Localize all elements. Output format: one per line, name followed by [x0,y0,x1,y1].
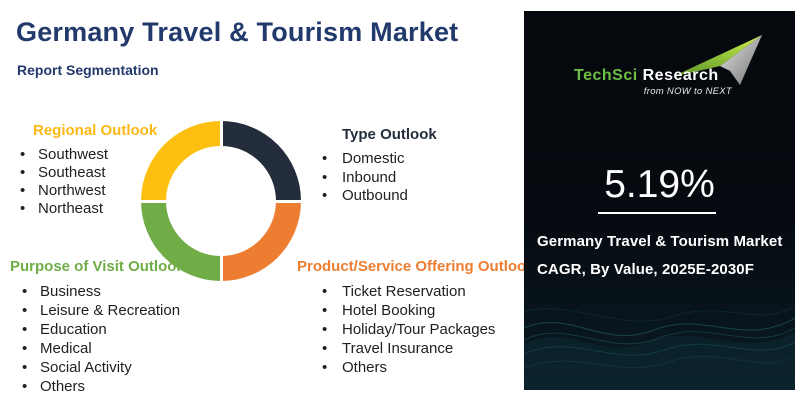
segmentation-donut-chart [139,119,303,283]
segment-item-list: Ticket Reservation Hotel Booking Holiday… [296,282,546,377]
list-item: Business [8,282,248,301]
page-title: Germany Travel & Tourism Market [16,17,459,47]
list-item: Southeast [18,164,168,182]
donut-center-hole [166,146,276,256]
logo-brand-secondary: Research [642,67,719,84]
list-item: Northeast [18,200,168,218]
segment-product-outlook: Product/Service Offering Outlook Ticket … [296,258,546,377]
list-item: Northwest [18,182,168,200]
wave-mesh-decoration [524,305,795,390]
logo-arrow-icon [672,35,762,85]
list-item: Leisure & Recreation [8,301,248,320]
segment-heading: Purpose of Visit Outlook [10,258,185,275]
segment-heading: Type Outlook [342,126,437,143]
cagr-stat-value: 5.19% [604,163,715,206]
logo-wordmark: TechSci Research [574,67,719,85]
segment-heading: Product/Service Offering Outlook [297,258,535,275]
list-item: Southwest [18,146,168,164]
segment-regional-outlook: Regional Outlook Southwest Southeast Nor… [18,122,168,218]
list-item: Social Activity [8,358,248,377]
list-item: Education [8,320,248,339]
segment-type-outlook: Type Outlook Domestic Inbound Outbound [316,126,486,206]
list-item: Domestic [316,150,486,169]
segment-heading: Regional Outlook [33,122,158,139]
techsci-research-logo: TechSci Research from NOW to NEXT [560,33,762,99]
list-item: Inbound [316,169,486,188]
list-item: Ticket Reservation [296,282,546,301]
list-item: Travel Insurance [296,339,546,358]
stat-side-panel: TechSci Research from NOW to NEXT 5.19% … [524,11,795,390]
list-item: Hotel Booking [296,301,546,320]
segment-purpose-outlook: Purpose of Visit Outlook Business Leisur… [8,258,248,396]
segment-item-list: Southwest Southeast Northwest Northeast [18,146,168,218]
list-item: Others [8,377,248,396]
stat-divider-line [598,212,716,214]
list-item: Outbound [316,187,486,206]
list-item: Holiday/Tour Packages [296,320,546,339]
stat-caption-line1: Germany Travel & Tourism Market [537,233,783,250]
page-subtitle: Report Segmentation [17,62,159,78]
segment-item-list: Business Leisure & Recreation Education … [8,282,248,396]
list-item: Others [296,358,546,377]
logo-tagline: from NOW to NEXT [643,86,732,97]
logo-brand-primary: TechSci [574,67,638,84]
list-item: Medical [8,339,248,358]
segment-item-list: Domestic Inbound Outbound [316,150,486,206]
stat-caption-line2: CAGR, By Value, 2025E-2030F [537,261,754,278]
